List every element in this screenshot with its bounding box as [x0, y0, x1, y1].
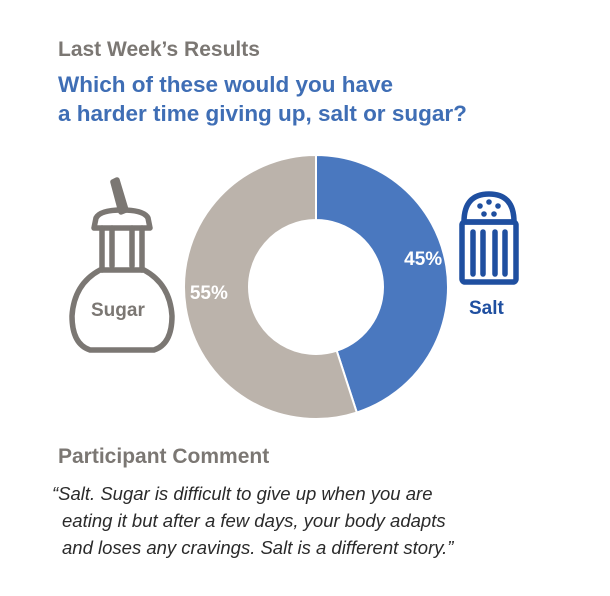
survey-question: Which of these would you have a harder t…: [58, 70, 578, 128]
salt-shaker-icon: [459, 191, 519, 285]
donut-label-sugar: 55%: [190, 283, 228, 304]
comment-line-2: eating it but after a few days, your bod…: [62, 510, 446, 531]
sugar-dispenser-icon: [69, 177, 175, 353]
salt-label: Salt: [469, 298, 504, 319]
donut-slice-sugar: [183, 153, 359, 420]
donut-slice-salt: [315, 153, 449, 414]
donut-label-salt: 45%: [404, 249, 442, 270]
participant-comment: “Salt. Sugar is difficult to give up whe…: [52, 480, 582, 561]
question-line-2: a harder time giving up, salt or sugar?: [58, 101, 467, 126]
sugar-label: Sugar: [91, 300, 145, 321]
comment-line-1: “Salt. Sugar is difficult to give up whe…: [52, 483, 433, 504]
comment-line-3: and loses any cravings. Salt is a differ…: [62, 537, 454, 558]
comment-title: Participant Comment: [58, 445, 270, 468]
kicker-title: Last Week’s Results: [58, 38, 260, 61]
question-line-1: Which of these would you have: [58, 72, 394, 97]
